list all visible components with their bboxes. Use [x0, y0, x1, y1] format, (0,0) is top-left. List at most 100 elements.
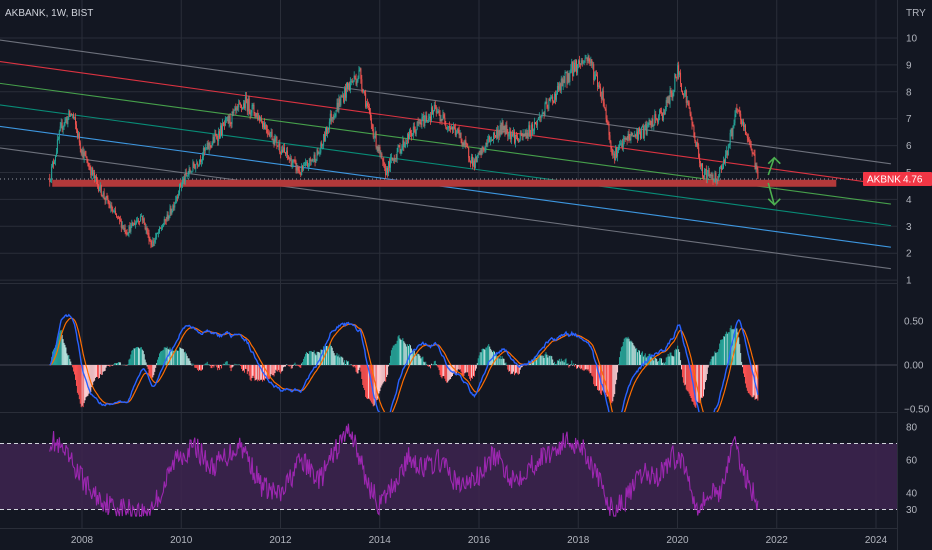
support-zone[interactable] [52, 179, 837, 187]
candle-body [243, 103, 245, 109]
macd-pane[interactable] [0, 313, 897, 434]
candle-body [595, 74, 597, 76]
macd-histogram-bar [473, 365, 475, 377]
macd-histogram-bar [731, 329, 733, 365]
macd-histogram-bar [608, 365, 610, 399]
candle-body [699, 157, 701, 164]
candle-body [141, 215, 143, 221]
macd-histogram-bar [713, 355, 715, 365]
time-tick-label: 2018 [567, 535, 590, 546]
candle-body [277, 145, 279, 147]
candle-body [685, 90, 687, 103]
candle-body [571, 61, 573, 69]
candle-body [225, 117, 227, 119]
candle-body [179, 183, 181, 187]
candle-body [368, 107, 370, 113]
candle-body [693, 126, 695, 136]
candle-body [450, 127, 452, 130]
macd-histogram-bar [365, 365, 367, 397]
candle-body [201, 156, 203, 161]
candle-body [339, 99, 341, 106]
candle-body [619, 143, 621, 145]
macd-histogram-bar [179, 347, 181, 365]
macd-histogram-bar [515, 365, 517, 373]
candle-body [132, 222, 134, 226]
candle-body [112, 210, 114, 212]
macd-histogram-bar [275, 365, 277, 370]
macd-histogram-bar [312, 352, 314, 365]
candle-body [736, 108, 738, 110]
macd-histogram-bar [92, 365, 94, 386]
candle-body [257, 113, 259, 120]
macd-histogram-bar [464, 365, 466, 374]
candle-body [651, 118, 653, 127]
macd-histogram-bar [498, 358, 500, 365]
candle-body [469, 157, 471, 161]
macd-histogram-bar [76, 365, 78, 393]
macd-histogram-bar [173, 351, 175, 365]
macd-histogram-bar [282, 365, 284, 371]
candle-body [551, 96, 553, 98]
macd-histogram-bar [445, 365, 447, 382]
macd-histogram-bar [648, 353, 650, 365]
candle-body [735, 108, 737, 115]
price-tick-label: 8 [906, 87, 912, 98]
candle-body [349, 81, 351, 91]
macd-histogram-bar [203, 364, 205, 365]
symbol-label[interactable]: AKBANK, 1W, BIST [5, 8, 93, 19]
macd-histogram-bar [542, 355, 544, 365]
candle-body [535, 124, 537, 126]
time-axis[interactable]: 2008 2010 2012 2014 2016 2018 2020 2022 2024 [71, 535, 888, 546]
macd-histogram-bar [269, 365, 271, 378]
macd-histogram-bar [84, 365, 86, 401]
macd-histogram-bar [171, 350, 173, 365]
macd-histogram-bar [472, 365, 474, 379]
candle-body [96, 176, 98, 181]
candle-body [348, 83, 350, 91]
candle-body [250, 112, 252, 115]
rsi-axis[interactable]: 80 60 40 30 [906, 423, 918, 517]
macd-histogram-bar [576, 365, 578, 369]
macd-histogram-bar [408, 345, 410, 365]
last-price-tag-background [863, 171, 932, 186]
macd-histogram-bar [716, 352, 718, 365]
macd-histogram-bar [289, 365, 291, 366]
candle-body [561, 78, 563, 87]
macd-histogram-bar [551, 356, 553, 365]
macd-histogram-bar [507, 365, 509, 370]
candle-body [193, 162, 195, 167]
macd-axis[interactable]: 0.50 0.00 −0.50 [904, 317, 930, 416]
candle-body [428, 118, 430, 121]
candle-body [713, 179, 715, 181]
candle-body [500, 125, 502, 134]
candle-body [66, 118, 68, 125]
candle-body [386, 168, 388, 176]
candle-body [657, 118, 659, 123]
candle-body [593, 64, 595, 81]
macd-histogram-bar [75, 365, 77, 386]
candle-body [263, 122, 265, 129]
candle-body [137, 220, 139, 222]
macd-histogram-bar [261, 365, 263, 380]
candle-body [388, 161, 390, 168]
candle-body [618, 146, 620, 151]
main-pane[interactable] [0, 36, 897, 270]
macd-histogram-bar [249, 365, 251, 380]
candle-body [125, 231, 127, 234]
candle-body [110, 205, 112, 209]
macd-histogram-bar [743, 365, 745, 378]
macd-histogram-bar [101, 365, 103, 375]
candle-body [347, 83, 349, 88]
macd-histogram-bar [242, 365, 244, 371]
candle-body [598, 85, 600, 87]
macd-histogram-bar [634, 346, 636, 365]
price-axis[interactable]: 10987654321 [906, 34, 918, 287]
macd-histogram-bar [481, 349, 483, 365]
macd-histogram-bar [701, 365, 703, 398]
rsi-pane[interactable] [0, 423, 897, 518]
candle-body [546, 101, 548, 108]
candle-body [573, 62, 575, 77]
macd-histogram-bar [119, 362, 121, 365]
candle-body [249, 111, 251, 115]
candle-body [566, 72, 568, 84]
